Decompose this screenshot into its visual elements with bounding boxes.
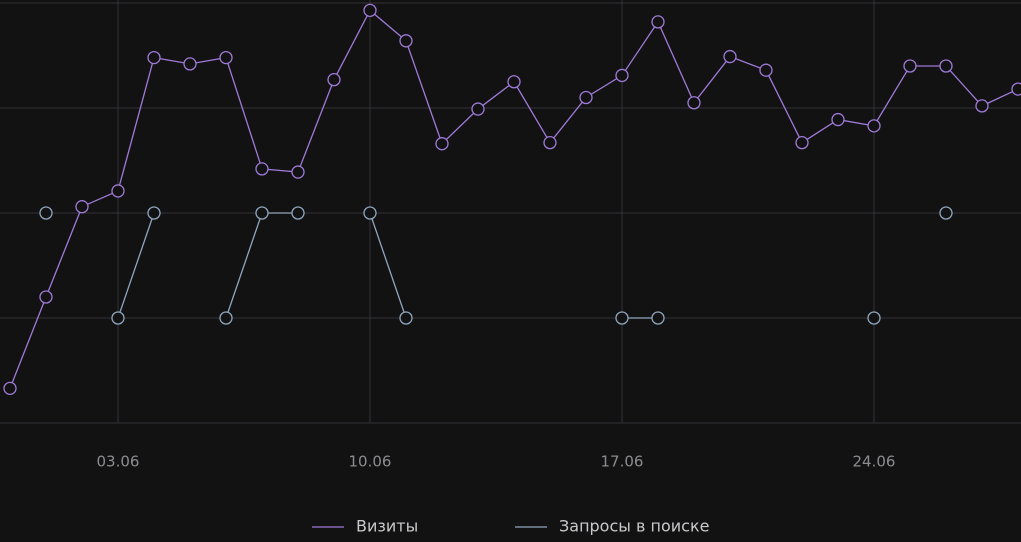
point-marker (3, 381, 17, 396)
point-marker (291, 165, 305, 179)
x-tick-label: 24.06 (853, 453, 896, 471)
point-marker (363, 206, 377, 220)
point-marker (219, 50, 233, 65)
point-marker (507, 75, 521, 89)
point-marker (147, 50, 161, 65)
point-marker (939, 59, 953, 73)
series-line (225, 212, 298, 319)
point-marker (579, 90, 593, 105)
point-marker (903, 59, 917, 73)
point-marker (255, 162, 269, 176)
point-marker (867, 119, 881, 133)
point-marker (327, 73, 341, 87)
point-marker (111, 311, 125, 325)
point-marker (219, 311, 233, 325)
point-marker (759, 63, 773, 77)
point-marker (255, 206, 269, 220)
point-marker (687, 96, 701, 110)
point-marker (399, 34, 413, 48)
point-marker (399, 311, 413, 325)
point-marker (75, 200, 89, 214)
point-marker (831, 112, 845, 127)
point-marker (111, 184, 125, 198)
point-marker (435, 137, 449, 151)
legend-label: Визиты (356, 517, 418, 536)
point-marker (975, 99, 989, 113)
point-marker (471, 102, 485, 116)
point-marker (651, 311, 665, 325)
point-marker (795, 135, 809, 150)
series-line (369, 212, 407, 319)
point-marker (615, 311, 629, 325)
point-marker (291, 206, 305, 220)
x-tick-label: 03.06 (97, 453, 140, 471)
x-tick-label: 10.06 (349, 453, 392, 471)
legend: Визиты Запросы в поиске (312, 517, 709, 536)
point-marker (39, 290, 53, 304)
series-line (9, 9, 1019, 389)
point-marker (363, 3, 377, 17)
point-marker (939, 206, 953, 220)
point-marker (723, 49, 737, 64)
point-marker (39, 206, 53, 220)
point-marker (1011, 82, 1021, 96)
point-marker (183, 57, 197, 71)
point-marker (615, 68, 629, 83)
legend-label: Запросы в поиске (559, 517, 709, 536)
point-marker (867, 311, 881, 325)
point-marker (543, 135, 557, 150)
point-marker (651, 15, 665, 29)
series-line (117, 212, 155, 319)
x-tick-label: 17.06 (601, 453, 644, 471)
point-marker (147, 206, 161, 220)
